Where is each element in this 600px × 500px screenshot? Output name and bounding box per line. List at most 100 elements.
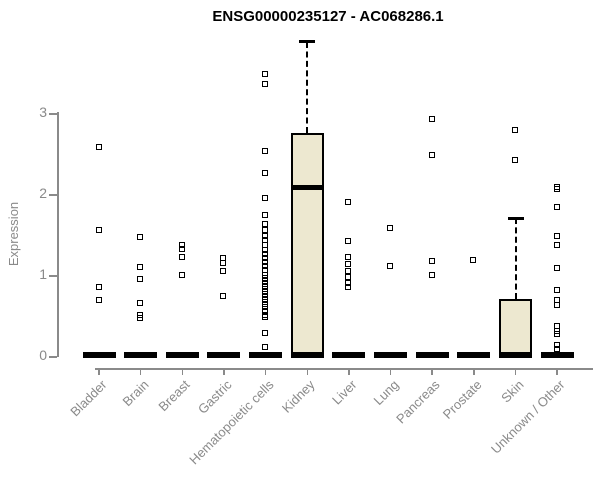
zero-expression-bar (165, 352, 199, 358)
y-axis-tick (49, 356, 57, 358)
outlier-point (220, 293, 227, 300)
outlier-point (553, 328, 560, 335)
outlier-point (262, 211, 269, 218)
outlier-point (262, 294, 269, 301)
x-axis-tick (348, 368, 350, 375)
outlier-point (262, 287, 269, 294)
outlier-point (262, 71, 269, 78)
outlier-point (95, 297, 102, 304)
y-axis-tick (49, 275, 57, 277)
outlier-point (553, 341, 560, 348)
outlier-point (262, 259, 269, 266)
x-axis-tick (514, 368, 517, 375)
outlier-point (178, 271, 185, 278)
outlier-point (553, 186, 560, 193)
outlier-point (137, 264, 144, 271)
outlier-point (262, 284, 269, 291)
whisker-cap (507, 216, 524, 220)
outlier-point (470, 256, 477, 263)
outlier-point (428, 115, 435, 122)
outlier-point (137, 275, 144, 282)
zero-expression-bar (332, 352, 366, 358)
zero-expression-bar (82, 352, 116, 358)
zero-expression-bar (374, 352, 408, 358)
x-axis-tick (139, 368, 142, 375)
outlier-point (345, 268, 352, 275)
outlier-point (512, 127, 518, 134)
outlier-point (512, 157, 518, 164)
whisker-skin (514, 218, 517, 300)
outlier-point (387, 225, 394, 232)
outlier-point (553, 296, 560, 303)
x-axis-tick (223, 368, 225, 375)
outlier-point (345, 238, 352, 245)
outlier-point (178, 245, 185, 252)
outlier-point (262, 290, 269, 297)
outlier-point (220, 268, 227, 275)
outlier-point (262, 148, 269, 155)
box-kidney (290, 133, 324, 356)
outlier-point (137, 299, 144, 306)
y-axis-tick (49, 113, 57, 115)
x-axis-line (95, 368, 593, 370)
outlier-point (262, 247, 269, 254)
x-axis-tick (473, 368, 475, 375)
y-axis-title: Expression (6, 201, 21, 267)
x-axis-tick (98, 368, 100, 375)
outlier-point (345, 198, 352, 205)
outlier-point (262, 251, 269, 258)
zero-expression-bar (415, 352, 449, 358)
outlier-point (345, 260, 352, 267)
outlier-point (137, 315, 144, 322)
outlier-point (262, 221, 269, 228)
zero-expression-bar (540, 352, 574, 358)
outlier-point (553, 265, 560, 272)
outlier-point (95, 143, 102, 150)
outlier-point (428, 272, 435, 279)
outlier-point (345, 273, 352, 280)
whisker-kidney (306, 41, 309, 134)
outlier-point (553, 302, 560, 309)
outlier-point (553, 241, 560, 248)
chart-title: ENSG00000235127 - AC068286.1 (212, 8, 444, 25)
outlier-point (262, 274, 269, 281)
whisker-cap (299, 40, 316, 44)
y-axis-tick (49, 194, 57, 196)
outlier-point (262, 81, 269, 88)
outlier-point (262, 303, 269, 310)
outlier-point (262, 255, 269, 262)
outlier-point (262, 307, 269, 314)
outlier-point (95, 283, 102, 290)
outlier-point (553, 346, 560, 353)
outlier-point (345, 283, 352, 290)
outlier-point (262, 329, 269, 336)
zero-expression-bar (499, 352, 532, 358)
outlier-point (137, 234, 144, 241)
median-line (290, 185, 324, 191)
outlier-point (553, 233, 560, 240)
outlier-point (345, 253, 352, 260)
outlier-point (428, 152, 435, 159)
outlier-point (220, 260, 227, 267)
x-axis-tick (431, 368, 433, 375)
y-axis-line (57, 112, 59, 357)
outlier-point (387, 262, 394, 269)
x-axis-tick (306, 368, 308, 375)
outlier-point (262, 277, 269, 284)
zero-expression-bar (249, 352, 283, 358)
outlier-point (262, 344, 269, 351)
outlier-point (262, 194, 269, 201)
outlier-point (95, 226, 102, 233)
y-tick-label: 0 (39, 347, 47, 363)
zero-expression-bar (207, 352, 241, 358)
outlier-point (262, 281, 269, 288)
outlier-point (178, 242, 185, 249)
outlier-point (262, 226, 269, 233)
outlier-point (428, 257, 435, 264)
y-tick-label: 1 (39, 266, 47, 282)
y-tick-label: 3 (39, 104, 47, 120)
outlier-point (262, 170, 269, 177)
x-axis-tick (264, 368, 267, 375)
outlier-point (553, 331, 560, 338)
